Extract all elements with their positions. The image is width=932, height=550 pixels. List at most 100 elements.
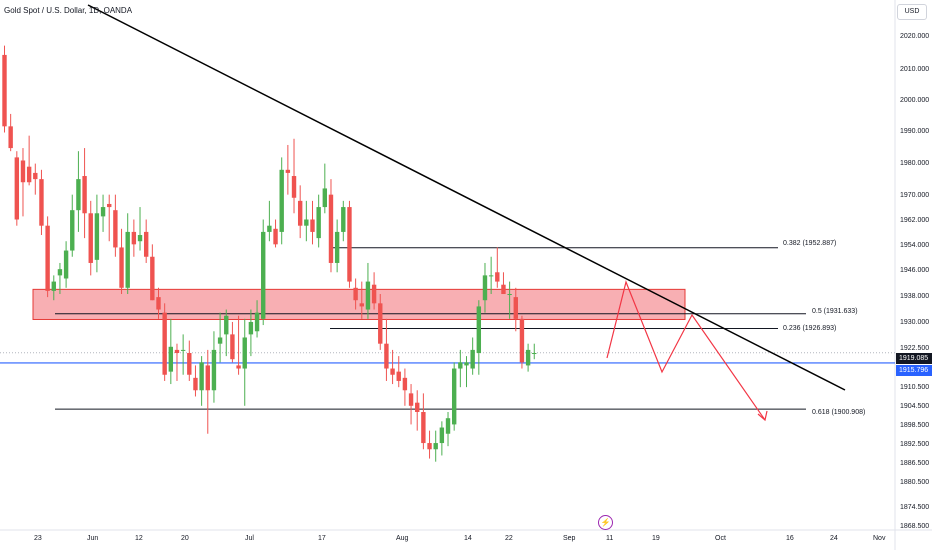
candle-body bbox=[193, 377, 198, 391]
candle-body bbox=[297, 200, 303, 226]
candle bbox=[384, 318, 389, 381]
time-tick-label: 16 bbox=[786, 535, 794, 542]
plot-area[interactable] bbox=[0, 0, 895, 530]
candle-body bbox=[51, 281, 56, 291]
candle bbox=[174, 343, 180, 381]
price-tick-label: 1880.500 bbox=[900, 479, 930, 486]
descending-trendline bbox=[87, 4, 846, 391]
candle bbox=[76, 151, 81, 232]
candle bbox=[390, 349, 395, 385]
price-tick-label: 1874.500 bbox=[900, 504, 930, 511]
candle bbox=[532, 343, 537, 360]
candle-body bbox=[415, 402, 420, 412]
candle bbox=[495, 247, 500, 288]
candle bbox=[236, 315, 241, 375]
candle-body bbox=[408, 393, 414, 406]
candle bbox=[464, 356, 469, 388]
time-tick-label: Nov bbox=[873, 535, 886, 542]
candle-body bbox=[273, 228, 278, 245]
candle bbox=[476, 300, 482, 375]
candle-body bbox=[180, 349, 186, 351]
candle bbox=[168, 318, 174, 385]
candle-body bbox=[33, 172, 38, 180]
candle bbox=[439, 421, 445, 456]
candle bbox=[113, 194, 118, 257]
candle-body bbox=[94, 213, 100, 260]
candle bbox=[57, 262, 63, 295]
projection-path bbox=[606, 280, 766, 421]
price-tick-label: 1962.000 bbox=[900, 217, 930, 224]
price-tick-label: 1946.000 bbox=[900, 267, 930, 274]
symbol-title[interactable]: Gold Spot / U.S. Dollar, 1D, OANDA bbox=[4, 6, 133, 15]
candle bbox=[230, 321, 235, 363]
time-tick-label: Sep bbox=[563, 535, 576, 542]
candle bbox=[371, 272, 377, 310]
fib-label-0618: 0.618 (1900.908) bbox=[812, 409, 866, 416]
candle bbox=[131, 219, 137, 257]
fib-label-0236: 0.236 (1926.893) bbox=[783, 325, 837, 332]
candle bbox=[408, 384, 414, 425]
time-tick-label: 17 bbox=[318, 535, 326, 542]
price-tick-label: 1938.000 bbox=[900, 293, 930, 300]
candle-body bbox=[26, 166, 32, 183]
candle bbox=[26, 135, 32, 186]
candle bbox=[304, 200, 309, 242]
candle-body bbox=[162, 312, 167, 375]
fib-label-05: 0.5 (1931.633) bbox=[812, 308, 858, 315]
candle-body bbox=[353, 287, 358, 301]
candle-body bbox=[378, 303, 383, 344]
candle-body bbox=[291, 176, 297, 198]
candle bbox=[156, 287, 161, 319]
candle-body bbox=[205, 365, 210, 391]
candle-body bbox=[470, 349, 475, 369]
candle bbox=[242, 318, 247, 406]
candle-body bbox=[254, 312, 260, 332]
time-tick-label: 14 bbox=[464, 535, 472, 542]
candle-body bbox=[482, 275, 488, 301]
candle-body bbox=[371, 284, 377, 304]
time-tick-label: 23 bbox=[34, 535, 42, 542]
candle-body bbox=[100, 207, 106, 217]
candle bbox=[458, 349, 463, 388]
time-tick-label: 22 bbox=[505, 535, 513, 542]
price-tick-label: 1892.500 bbox=[900, 441, 930, 448]
candle-body bbox=[519, 318, 525, 363]
candle bbox=[254, 300, 260, 338]
candle-body bbox=[390, 368, 395, 375]
candle bbox=[322, 163, 328, 214]
candle bbox=[396, 356, 401, 388]
candle bbox=[45, 216, 50, 298]
price-tick-label: 2010.000 bbox=[900, 66, 930, 73]
time-tick-label: 20 bbox=[181, 535, 189, 542]
time-tick-label: 24 bbox=[830, 535, 838, 542]
candle bbox=[353, 278, 358, 310]
candle-body bbox=[88, 213, 93, 263]
price-tick-label: 1954.000 bbox=[900, 242, 930, 249]
candle bbox=[285, 144, 291, 195]
candle-body bbox=[125, 231, 130, 288]
candle-body bbox=[248, 321, 254, 335]
price-tick-label: 1980.000 bbox=[900, 160, 930, 167]
candle bbox=[8, 113, 13, 152]
candle bbox=[291, 138, 297, 214]
price-tick-label: 1904.500 bbox=[900, 403, 930, 410]
candle bbox=[2, 45, 7, 133]
candle-body bbox=[143, 231, 149, 257]
price-tick-label: 1868.500 bbox=[900, 523, 930, 530]
candle bbox=[199, 356, 204, 406]
projection-arrowhead bbox=[757, 410, 768, 422]
candle-body bbox=[261, 231, 266, 319]
candle-body bbox=[347, 207, 352, 282]
time-tick-label: Oct bbox=[715, 535, 726, 542]
candle-body bbox=[230, 334, 235, 360]
candle bbox=[33, 163, 38, 195]
candle-body bbox=[45, 225, 50, 291]
price-tick-label: 1922.500 bbox=[900, 345, 930, 352]
candle bbox=[513, 287, 518, 332]
candle bbox=[316, 194, 321, 248]
currency-button[interactable]: USD bbox=[897, 4, 927, 20]
lightning-icon[interactable]: ⚡ bbox=[598, 515, 613, 530]
price-tick-label: 2000.000 bbox=[900, 97, 930, 104]
candle-body bbox=[384, 343, 389, 369]
